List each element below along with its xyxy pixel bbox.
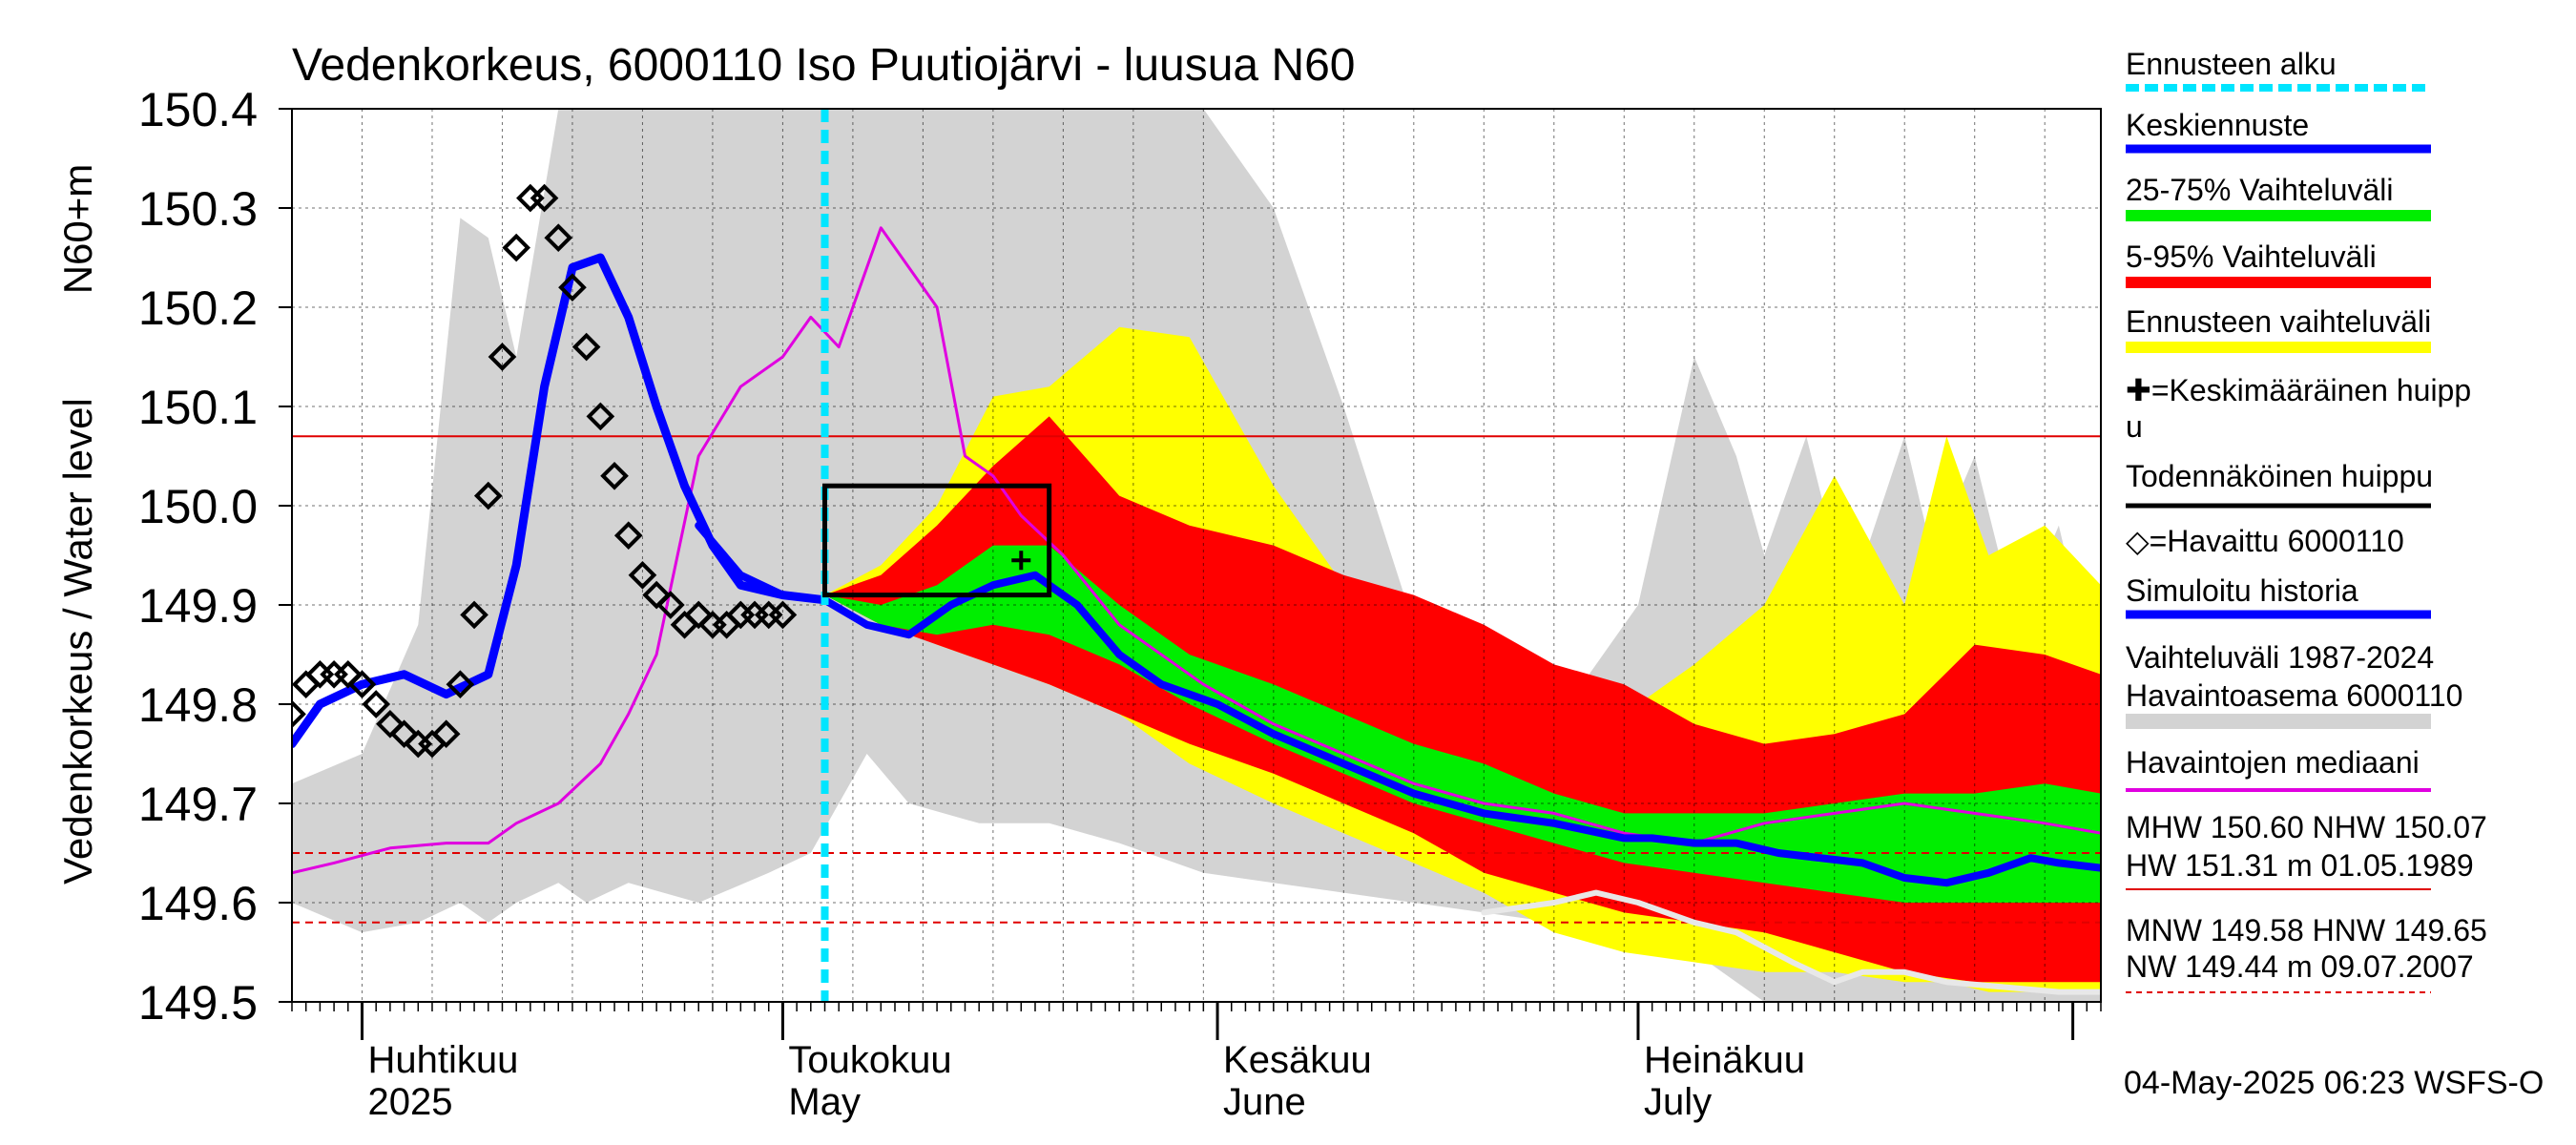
y-tick-label: 149.7 [138,778,258,831]
x-month-sublabel: June [1223,1081,1306,1123]
reference-lines [292,435,2101,924]
legend: Ennusteen alku Keskiennuste 25-75% Vaihtel… [2126,47,2487,993]
legend-label: Ennusteen vaihteluväli [2126,304,2431,339]
observed-point-marker [642,580,671,610]
mean-forecast-line [695,521,2101,887]
legend-label: 25-75% Vaihteluväli [2126,173,2393,207]
observed-point-marker [768,600,798,630]
legend-label: ✚=Keskimääräinen huipp [2126,373,2471,407]
legend-label-continued: Havaintoasema 6000110 [2126,678,2462,713]
stats-line: NW 149.44 m 09.07.2007 [2126,949,2474,984]
legend-label: 5-95% Vaihteluväli [2126,239,2377,274]
observed-point-marker [362,690,391,718]
x-month-label: Kesäkuu [1223,1039,1372,1081]
observed-point-marker [376,709,405,739]
observed-point-marker [586,402,615,431]
observed-point-marker [389,719,419,749]
observed-point-marker [530,183,559,213]
legend-label: ◇=Havaittu 6000110 [2126,524,2404,558]
legend-label: Ennusteen alku [2126,47,2337,81]
legend-label: Keskiennuste [2126,108,2309,142]
series-lines [292,109,2101,1002]
x-month-sublabel: May [788,1081,861,1123]
y-tick-label: 149.9 [138,579,258,633]
y-tick-label: 149.8 [138,678,258,732]
x-month-label: Heinäkuu [1644,1039,1805,1081]
observed-point-marker [502,233,530,262]
axes: 149.5 149.6 149.7 149.8 149.9 150.0 150.1 150.2… [138,83,2102,1123]
range-25-75-band [824,545,2101,903]
observed-point-marker [460,600,488,630]
observed-point-marker [488,343,517,371]
x-month-sublabel: July [1644,1081,1712,1123]
observed-point-marker [684,600,714,630]
observed-point-marker [600,461,629,490]
observed-point-marker [431,719,461,749]
stats-line: MNW 149.58 HNW 149.65 [2126,913,2487,947]
mean-peak-marker [1011,551,1031,571]
y-tick-label: 150.3 [138,182,258,236]
y-axis-label: Vedenkorkeus / Water level [55,398,100,885]
x-month-label: Toukokuu [788,1039,951,1081]
range-25-75-area [824,545,2101,903]
legend-label: Havaintojen mediaani [2126,745,2420,780]
observed-point-marker [347,670,377,699]
legend-label: Vaihteluväli 1987-2024 [2126,640,2434,675]
y-axis-unit-label: N60+m [55,164,100,295]
observed-point-marker [613,521,643,551]
chart-title: Vedenkorkeus, 6000110 Iso Puutiojärvi - … [292,40,1356,91]
y-tick-label: 150.1 [138,381,258,434]
stats-line: HW 151.31 m 01.05.1989 [2126,848,2474,883]
legend-label-continued: u [2126,409,2143,444]
markers [292,183,1031,759]
y-tick-label: 149.6 [138,877,258,930]
plot-frame [291,108,2102,1003]
probable-peak-box [822,483,1052,598]
observed-point-marker [544,223,573,253]
y-tick-label: 150.2 [138,281,258,335]
observed-point-marker [446,670,475,699]
observed-point-marker [292,699,306,729]
white-history-line [1481,889,2101,995]
y-tick-label: 150.4 [138,83,258,136]
observed-point-marker [558,273,587,302]
observed-point-marker [333,659,363,689]
footer-timestamp: 04-May-2025 06:23 WSFS-O [2124,1065,2544,1101]
observed-point-marker [571,332,601,362]
stats-line: MHW 150.60 NHW 150.07 [2126,810,2487,844]
x-month-label: Huhtikuu [367,1039,518,1081]
observed-point-marker [473,481,503,510]
y-tick-label: 149.5 [138,976,258,1030]
x-month-sublabel: 2025 [367,1081,452,1123]
legend-label: Simuloitu historia [2126,573,2358,608]
legend-label: Todennäköinen huippu [2126,459,2433,493]
y-tick-label: 150.0 [138,480,258,533]
observed-point-marker [656,591,685,619]
observed-point-marker [628,560,657,590]
